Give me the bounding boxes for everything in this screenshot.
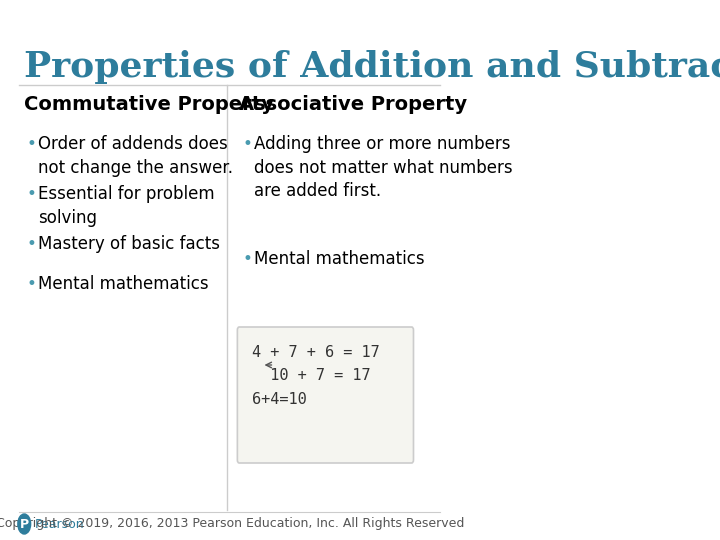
Text: Commutative Property: Commutative Property [24, 95, 274, 114]
Text: 4 + 7 + 6 = 17
  10 + 7 = 17
6+4=10: 4 + 7 + 6 = 17 10 + 7 = 17 6+4=10 [252, 345, 379, 407]
Text: P: P [19, 517, 29, 530]
Text: Adding three or more numbers
does not matter what numbers
are added first.: Adding three or more numbers does not ma… [254, 135, 513, 200]
Text: Mastery of basic facts: Mastery of basic facts [38, 235, 220, 253]
Text: •: • [27, 235, 37, 253]
Text: •: • [243, 250, 252, 268]
Text: Order of addends does
not change the answer.: Order of addends does not change the ans… [38, 135, 233, 177]
Text: Mental mathematics: Mental mathematics [254, 250, 425, 268]
Text: Properties of Addition and Subtraction: Properties of Addition and Subtraction [24, 50, 720, 84]
Text: •: • [27, 185, 37, 203]
Circle shape [18, 514, 31, 534]
Text: Essential for problem
solving: Essential for problem solving [38, 185, 215, 227]
Text: •: • [243, 135, 252, 153]
Text: Copyright © 2019, 2016, 2013 Pearson Education, Inc. All Rights Reserved: Copyright © 2019, 2016, 2013 Pearson Edu… [0, 517, 464, 530]
Text: Mental mathematics: Mental mathematics [38, 275, 209, 293]
Text: Pearson: Pearson [35, 517, 85, 530]
Text: •: • [27, 275, 37, 293]
FancyBboxPatch shape [238, 327, 413, 463]
Text: Associative Property: Associative Property [239, 95, 467, 114]
Text: •: • [27, 135, 37, 153]
